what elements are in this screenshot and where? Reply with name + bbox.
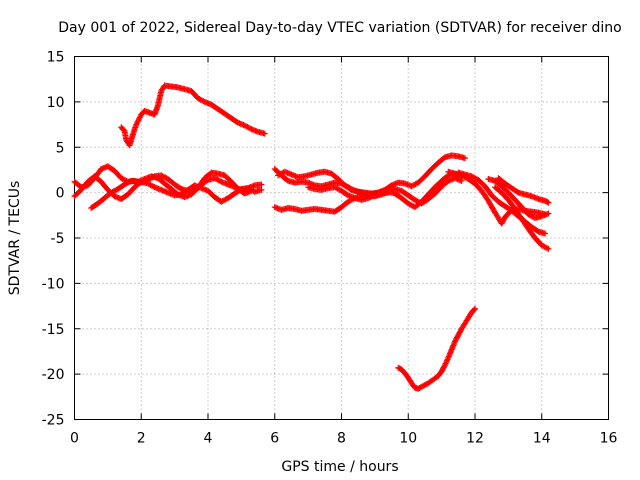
series-arc-l: [495, 175, 552, 206]
y-tick-label: -10: [42, 276, 65, 292]
x-tick-label: 4: [204, 431, 213, 447]
y-tick-label: -15: [42, 322, 65, 338]
x-tick-label: 12: [466, 431, 484, 447]
series-arc-high: [118, 82, 268, 149]
series-arc-low: [395, 305, 478, 392]
x-tick-label: 0: [70, 431, 79, 447]
x-tick-label: 10: [399, 431, 417, 447]
x-tick-label: 2: [137, 431, 146, 447]
data-marks: [71, 82, 552, 392]
series-arc-g: [305, 184, 392, 203]
x-axis-label: GPS time / hours: [281, 459, 398, 475]
x-tick-label: 16: [600, 431, 618, 447]
series-arc-j: [485, 176, 552, 222]
y-tick-label: 10: [47, 95, 65, 111]
chart-title: Day 001 of 2022, Sidereal Day-to-day VTE…: [58, 20, 621, 36]
y-tick-label: 5: [56, 140, 65, 156]
series-arc-k: [492, 184, 552, 252]
tick-labels: 0 2 4 6 8 10 12 14 16 -25 -20 -15 -10 -5 0 5 10 15: [42, 50, 618, 447]
y-tick-label: 0: [56, 186, 65, 202]
y-axis-label: SDTVAR / TECUs: [7, 181, 23, 296]
x-tick-label: 6: [270, 431, 279, 447]
series-arc-b: [71, 173, 265, 205]
y-tick-label: -5: [51, 231, 65, 247]
y-tick-label: 15: [47, 50, 65, 66]
ticks: [74, 56, 609, 420]
x-tick-label: 14: [533, 431, 551, 447]
series-arc-c: [88, 169, 255, 212]
x-tick-label: 8: [337, 431, 346, 447]
y-tick-label: -20: [42, 367, 65, 383]
y-tick-label: -25: [42, 413, 65, 429]
